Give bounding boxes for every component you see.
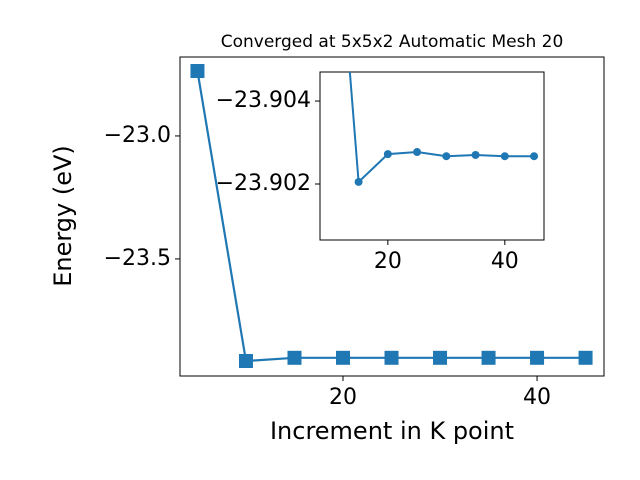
y-tick-label: −23.0 — [104, 123, 171, 148]
chart-title: Converged at 5x5x2 Automatic Mesh 20 — [221, 32, 564, 52]
data-point — [433, 350, 448, 365]
data-line — [348, 72, 535, 185]
data-point — [578, 350, 593, 365]
data-point — [190, 64, 205, 79]
y-tick-label: −23.902 — [216, 171, 311, 196]
y-axis-label: Energy (eV) — [49, 145, 77, 287]
y-tick-label: −23.904 — [216, 88, 311, 113]
data-point — [287, 350, 302, 365]
data-point — [384, 350, 399, 365]
data-point — [500, 152, 509, 161]
x-axis-label: Increment in K point — [270, 417, 514, 445]
plot-area — [190, 64, 593, 368]
x-tick-label: 40 — [523, 385, 551, 410]
data-point — [354, 177, 363, 186]
data-point — [336, 350, 351, 365]
data-point — [413, 148, 422, 157]
data-point — [530, 350, 545, 365]
data-point — [442, 152, 451, 161]
data-point — [481, 350, 496, 365]
data-point — [238, 353, 253, 368]
data-point — [471, 150, 480, 159]
x-tick-label: 20 — [329, 385, 357, 410]
x-tick-label: 20 — [374, 249, 402, 274]
x-tick-label: 40 — [491, 249, 519, 274]
data-point — [383, 150, 392, 159]
plot-area — [348, 72, 539, 186]
data-point — [530, 152, 539, 161]
y-tick-label: −23.5 — [104, 246, 171, 271]
